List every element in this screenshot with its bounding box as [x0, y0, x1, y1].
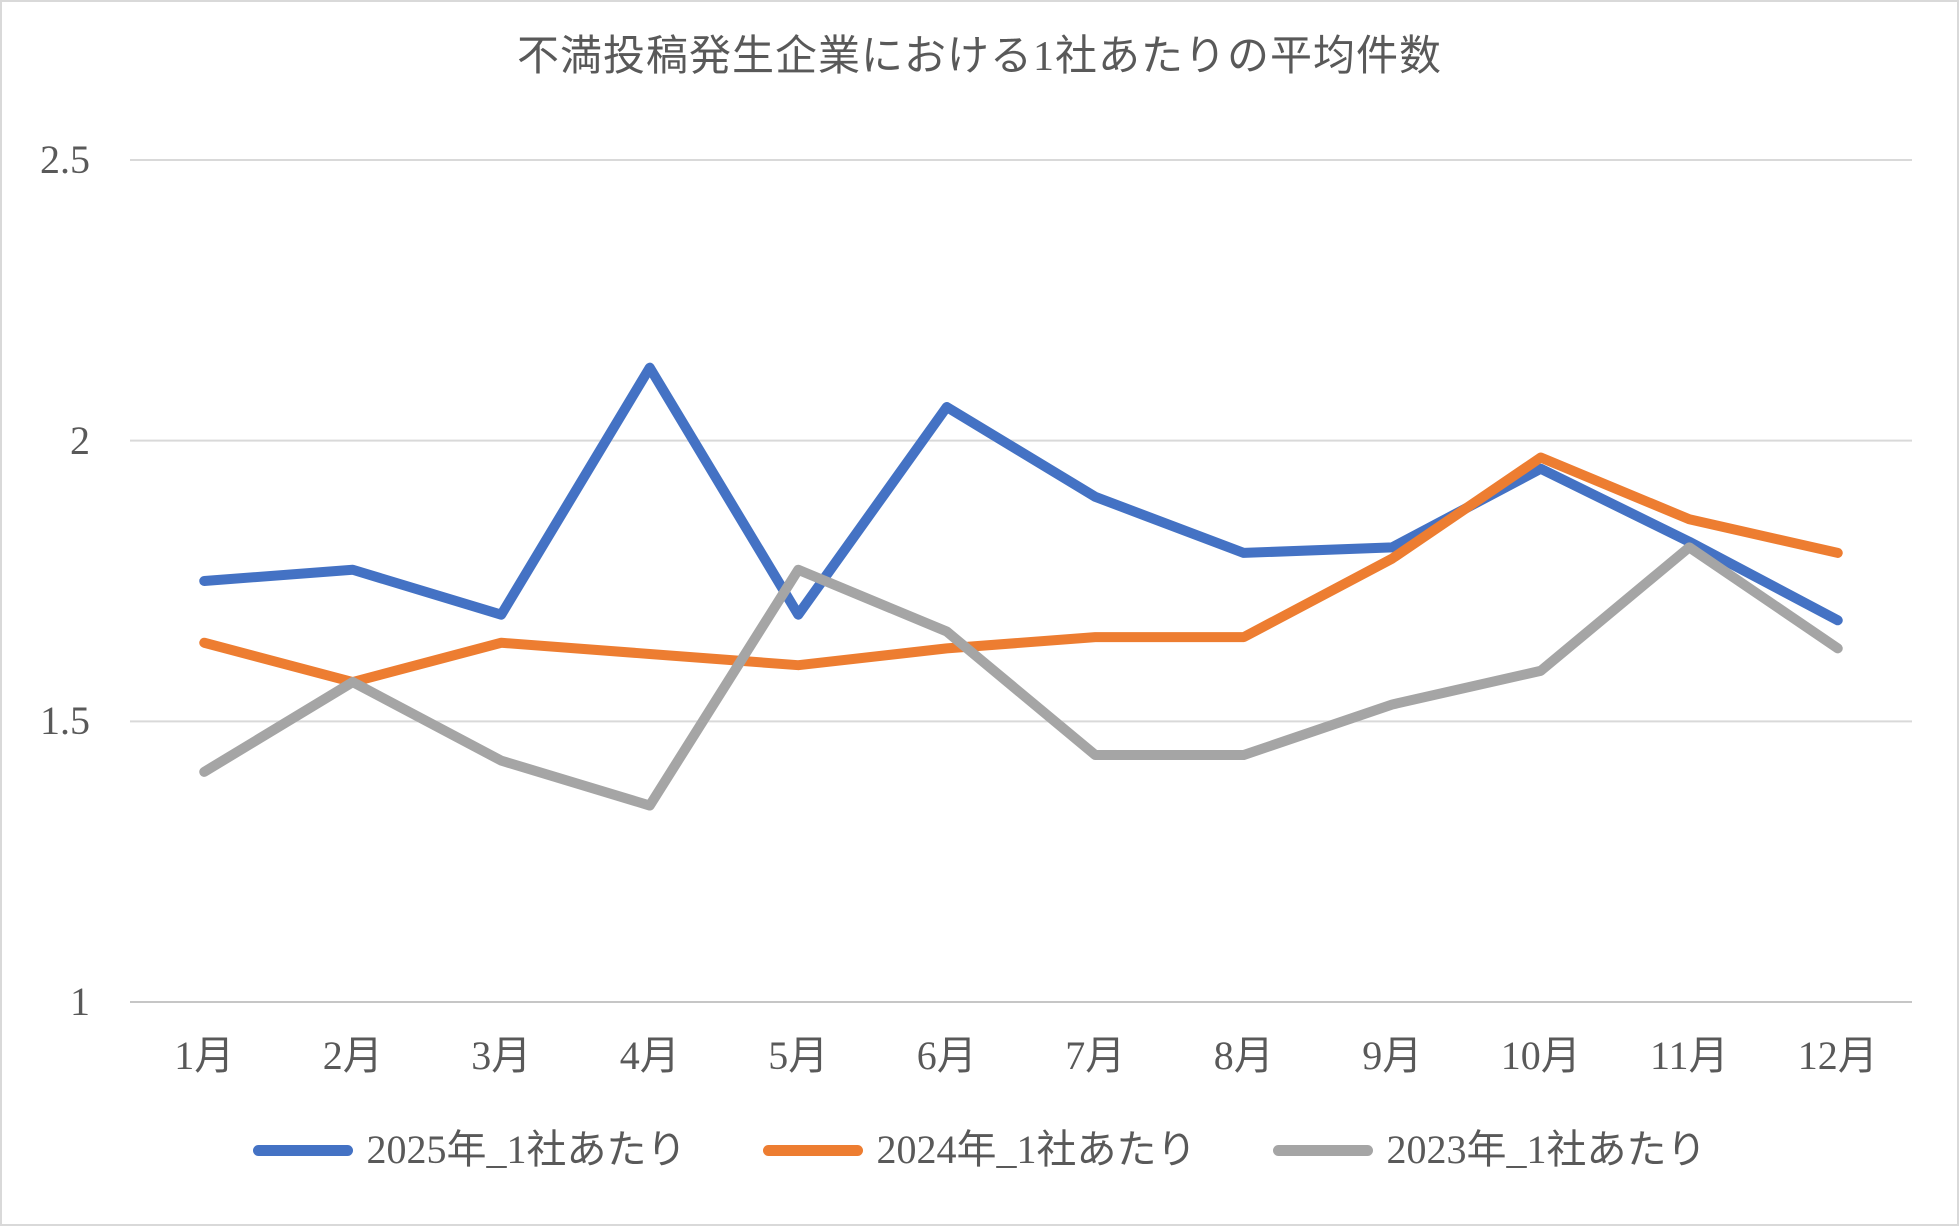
x-axis-tick-label: 9月 [1362, 1033, 1423, 1078]
x-axis-tick-label: 11月 [1649, 1033, 1729, 1078]
series-lines [199, 362, 1843, 811]
legend-swatch-icon [762, 1144, 863, 1156]
series-line-2025年_1社あたり [199, 362, 1843, 626]
y-axis-tick-label: 1.5 [40, 698, 90, 744]
legend-swatch-icon [252, 1144, 353, 1156]
x-axis-tick-label: 2月 [322, 1033, 383, 1078]
series-line-2024年_1社あたり [199, 452, 1843, 688]
legend: 2025年_1社あたり 2024年_1社あたり 2023年_1社あたり [2, 1124, 1957, 1176]
legend-item: 2025年_1社あたり [252, 1124, 687, 1176]
x-axis-tick-label: 8月 [1213, 1033, 1274, 1078]
legend-label: 2025年_1社あたり [366, 1127, 687, 1172]
x-axis-tick-label: 4月 [619, 1033, 680, 1078]
legend-label: 2023年_1社あたり [1386, 1127, 1707, 1172]
legend-item: 2023年_1社あたり [1272, 1124, 1707, 1176]
chart-title: 不満投稿発生企業における1社あたりの平均件数 [516, 34, 1442, 80]
x-axis-tick-label: 7月 [1065, 1033, 1126, 1078]
y-axis-tick-label: 2 [70, 417, 90, 463]
legend-item: 2024年_1社あたり [762, 1124, 1197, 1176]
x-axis-tick-label: 12月 [1797, 1033, 1878, 1078]
x-axis-tick-label: 6月 [916, 1033, 977, 1078]
x-axis-tick-label: 5月 [768, 1033, 829, 1078]
x-axis-tick-label: 10月 [1500, 1033, 1581, 1078]
legend-label: 2024年_1社あたり [876, 1127, 1197, 1172]
y-axis-tick-label: 1 [70, 979, 90, 1024]
x-axis-tick-label: 3月 [471, 1033, 532, 1078]
x-axis-tick-label: 1月 [174, 1033, 235, 1078]
series-line-2023年_1社あたり [199, 542, 1843, 811]
y-axis-tick-label: 2.5 [40, 137, 90, 182]
legend-swatch-icon [1272, 1144, 1373, 1156]
